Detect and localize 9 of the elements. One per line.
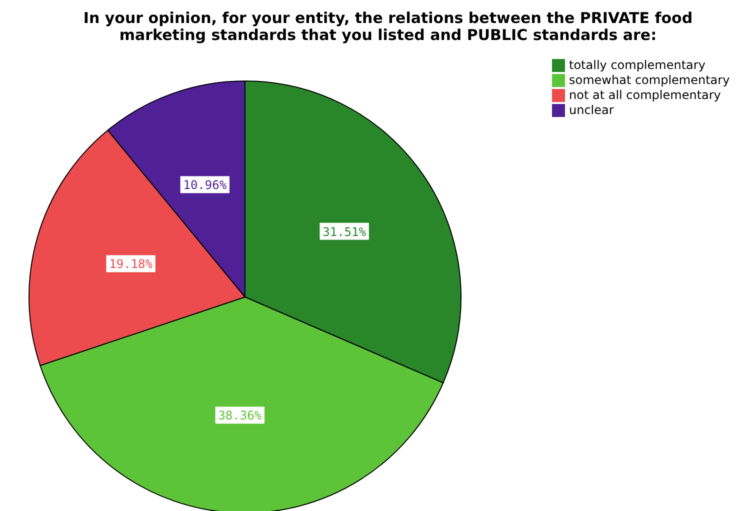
- legend-label: not at all complementary: [569, 88, 721, 102]
- legend-label: somewhat complementary: [569, 73, 730, 87]
- data-label: 10.96%: [183, 178, 228, 192]
- data-label: 31.51%: [322, 224, 367, 239]
- legend-label: unclear: [569, 103, 614, 117]
- chart-title: In your opinion, for your entity, the relations between the PRIVATE food marketing standards that you listed and PUBLIC standards are:: [82, 9, 694, 44]
- legend-label: totally complementary: [569, 58, 706, 72]
- data-label: 19.18%: [109, 257, 154, 272]
- data-label: 38.36%: [218, 408, 262, 423]
